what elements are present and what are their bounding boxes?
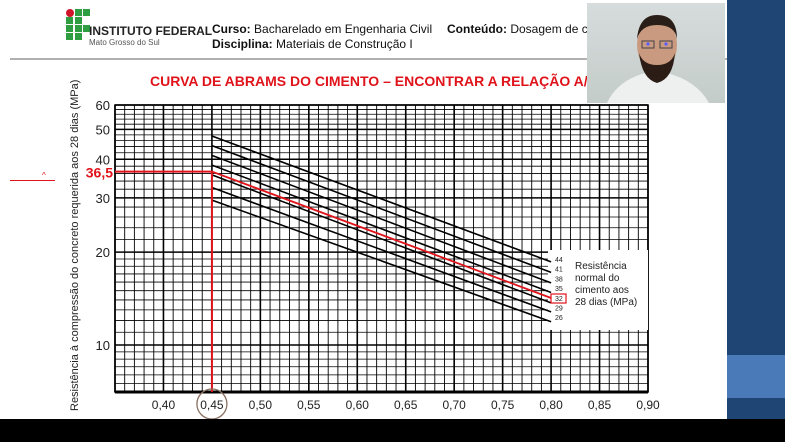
institution-name: INSTITUTO FEDERAL <box>89 24 213 38</box>
series-line-35 <box>211 164 552 294</box>
legend-title-line: Resistência <box>575 261 627 272</box>
legend-title-line: 28 dias (MPa) <box>575 297 637 308</box>
x-tick-label: 0,85 <box>588 398 612 412</box>
y-tick-label: 10 <box>96 338 110 353</box>
x-tick-label: 0,45 <box>200 398 224 412</box>
plot-area <box>114 104 649 393</box>
bottom-bar <box>0 419 785 442</box>
y-tick-label: 60 <box>96 98 110 113</box>
y-tick-label: 50 <box>96 122 110 137</box>
result-circle <box>196 388 228 419</box>
legend-label-26: 26 <box>555 315 563 322</box>
series-line-44 <box>211 135 552 263</box>
x-tick-label: 0,80 <box>539 398 563 412</box>
course-info: Curso: Bacharelado em Engenharia Civil <box>212 22 433 36</box>
presenter-webcam <box>587 3 725 103</box>
header-divider <box>10 58 727 60</box>
series-line-29 <box>211 186 552 313</box>
series-line-41 <box>211 144 552 274</box>
target-strength-label: 36,5 <box>86 165 113 181</box>
highlight-curve <box>211 170 552 299</box>
x-tick-label: 0,50 <box>249 398 273 412</box>
legend-label-35: 35 <box>555 286 563 293</box>
slide-title: CURVA DE ABRAMS DO CIMENTO – ENCONTRAR A… <box>150 73 598 89</box>
x-tick-label: 0,40 <box>152 398 176 412</box>
legend-label-38: 38 <box>555 276 563 283</box>
content-info: Conteúdo: Dosagem de co <box>447 22 587 36</box>
legend-box <box>548 250 648 330</box>
discipline-info: Disciplina: Materiais de Construção I <box>212 37 413 51</box>
x-tick-label: 0,65 <box>394 398 418 412</box>
legend-label-32: 32 <box>555 296 563 303</box>
y-tick-label: 30 <box>96 191 110 206</box>
legend-title-line: normal do <box>575 273 620 284</box>
legend-label-41: 41 <box>555 267 563 274</box>
series-line-32 <box>211 174 552 304</box>
legend-label-44: 44 <box>555 257 563 264</box>
x-tick-label: 0,70 <box>443 398 467 412</box>
legend-label-29: 29 <box>555 306 563 313</box>
highlight-legend-box <box>550 293 567 304</box>
x-tick-label: 0,60 <box>346 398 370 412</box>
pointer-line <box>10 180 55 181</box>
institution-campus: Mato Grosso do Sul <box>89 38 160 47</box>
series-line-38 <box>211 154 552 284</box>
cursor-mark: ^ <box>42 171 46 180</box>
x-tick-label: 0,55 <box>297 398 321 412</box>
x-tick-label: 0,90 <box>636 398 660 412</box>
x-tick-label: 0,75 <box>491 398 515 412</box>
y-tick-label: 20 <box>96 245 110 260</box>
sidebar-band <box>727 355 785 398</box>
series-line-26 <box>211 199 552 323</box>
y-tick-label: 40 <box>96 152 110 167</box>
legend-title-line: cimento aos <box>575 285 629 296</box>
sidebar-panel <box>727 0 785 419</box>
presenter-silhouette <box>607 15 709 103</box>
abrams-chart: 0,40 0,45 0,50 0,55 0,60 0,65 0,70 0,75 0,80 0,85… <box>86 98 660 419</box>
